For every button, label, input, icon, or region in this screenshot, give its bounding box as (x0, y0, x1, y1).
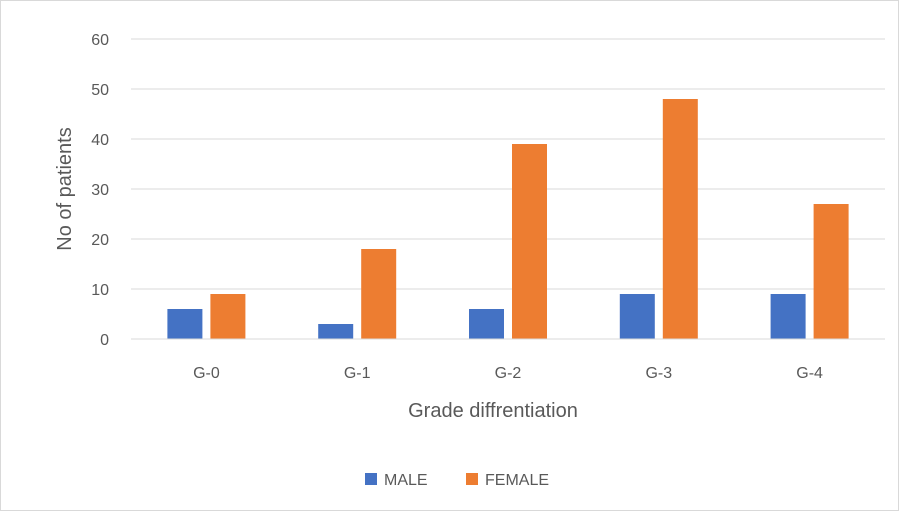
x-tick-label: G-3 (645, 365, 672, 382)
bar-female-g-4 (813, 204, 849, 339)
gridlines (131, 38, 885, 290)
bar-female-g-0 (210, 294, 246, 339)
bar-male-g-2 (469, 309, 504, 339)
x-tick-label: G-1 (344, 365, 371, 382)
legend-label-male: MALE (384, 472, 428, 489)
bar-female-g-3 (662, 99, 698, 339)
x-tick-label: G-0 (193, 365, 220, 382)
bar-female-g-1 (361, 249, 397, 339)
x-tick-label: G-2 (495, 365, 522, 382)
y-tick-label: 60 (91, 32, 109, 49)
y-tick-label: 50 (91, 82, 109, 99)
bars (167, 99, 849, 339)
bar-male-g-0 (167, 309, 203, 339)
legend: MALE FEMALE (365, 472, 549, 489)
y-tick-label: 30 (91, 182, 109, 199)
x-axis-title: Grade diffrentiation (408, 400, 578, 422)
legend-label-female: FEMALE (485, 472, 549, 489)
y-tick-label: 10 (91, 282, 109, 299)
x-tick-labels: G-0 G-1 G-2 G-3 G-4 (193, 365, 823, 382)
bar-male-g-4 (770, 294, 806, 339)
y-tick-label: 0 (100, 332, 109, 349)
legend-swatch-male (365, 473, 377, 485)
legend-swatch-female (466, 473, 478, 485)
y-tick-label: 20 (91, 232, 109, 249)
bar-female-g-2 (512, 144, 547, 339)
y-tick-labels: 0 10 20 30 40 50 60 (91, 32, 109, 349)
bar-male-g-1 (318, 324, 354, 339)
bar-male-g-3 (619, 294, 655, 339)
y-axis-title: No of patients (54, 127, 76, 250)
y-tick-label: 40 (91, 132, 109, 149)
x-tick-label: G-4 (796, 365, 823, 382)
